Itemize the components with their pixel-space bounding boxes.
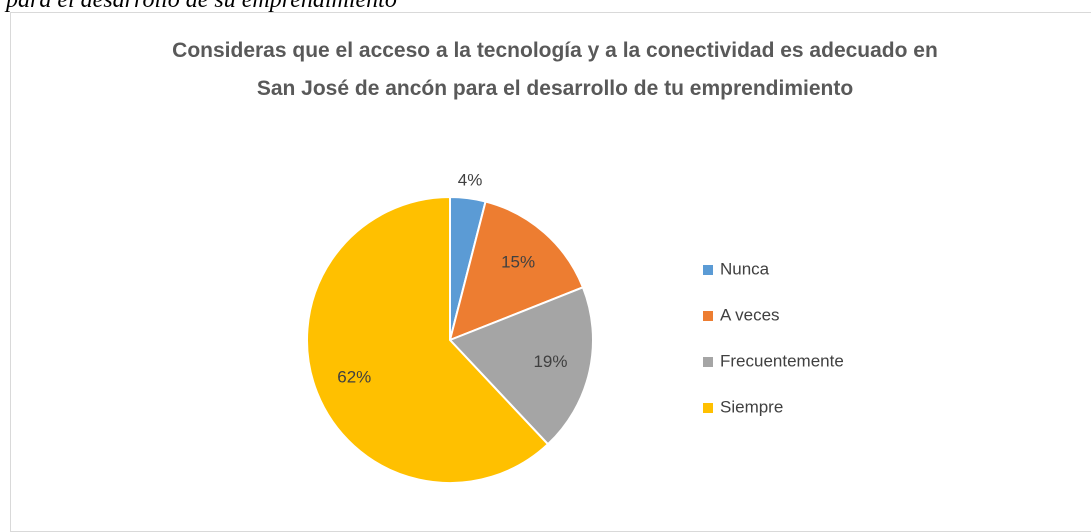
chart-title: Consideras que el acceso a la tecnología…: [172, 39, 938, 100]
legend-swatch: [703, 265, 713, 275]
pie-slice: [448, 200, 585, 342]
data-label: 19%: [533, 352, 567, 371]
legend-swatch: [703, 357, 713, 367]
pie-slice: [306, 195, 550, 484]
data-label: 62%: [337, 367, 371, 386]
legend-swatch: [703, 311, 713, 321]
legend-label: Nunca: [720, 259, 770, 278]
data-label: 15%: [501, 252, 535, 271]
legend-swatch: [703, 403, 713, 413]
caption: para el desarrollo de su emprendimiento: [6, 0, 397, 13]
legend-label: Frecuentemente: [720, 351, 844, 370]
legend-label: Siempre: [720, 397, 783, 416]
data-label: 4%: [458, 171, 483, 190]
legend-label: A veces: [720, 305, 780, 324]
pie-slice: [448, 286, 594, 446]
